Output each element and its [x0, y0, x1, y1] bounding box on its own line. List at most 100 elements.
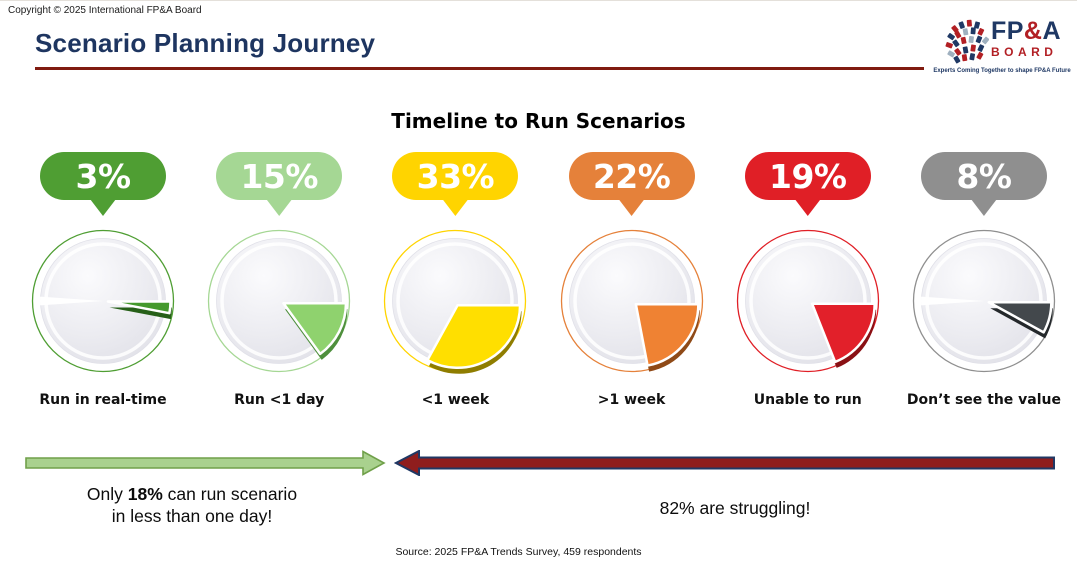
logo-globe-tile — [970, 27, 976, 35]
gauge-plate-highlight — [220, 242, 338, 360]
green-right-arrow-shape — [25, 450, 386, 476]
gauge-outline-ring — [912, 229, 1056, 373]
callout-tail — [266, 199, 293, 216]
logo-globe-tile — [951, 25, 959, 33]
callout-value: 19% — [769, 156, 847, 196]
callout-bubble: 15% — [216, 152, 343, 200]
gauge-wedge — [634, 302, 700, 367]
callout-tail — [794, 199, 821, 216]
logo-globe-tile — [975, 35, 983, 44]
copyright-text: Copyright © 2025 International FP&A Boar… — [8, 5, 202, 16]
gauge-wedge-group — [426, 304, 522, 374]
logo-globe-tile — [966, 19, 972, 27]
gauge-wedge-group — [987, 300, 1053, 339]
logo-globe-tile — [962, 46, 969, 54]
gauge-unable-to-run: 19% Unable to run — [725, 152, 891, 408]
logo-globe-tile — [952, 39, 960, 48]
gauge-run-in-real-time: 3% Run in real-time — [20, 152, 186, 408]
logo-globe-tile — [970, 44, 976, 52]
pie-gauge-run-1-day — [208, 229, 351, 373]
fpa-board-logo-globe-icon — [945, 19, 989, 64]
gauge-outline-ring — [31, 229, 175, 373]
gauge-label: Run in real-time — [39, 392, 167, 408]
note-left-bold: 18% — [127, 484, 163, 504]
gauge-wedge-group — [634, 302, 700, 372]
gauge-plate-highlight — [572, 242, 691, 360]
fpa-board-logo: FP&A BOARD Experts Coming Together to sh… — [933, 12, 1071, 75]
gauge-outline-ring — [560, 229, 703, 373]
logo-globe-tile — [977, 28, 985, 36]
gauge-wedge — [987, 300, 1053, 334]
logo-globe-tile — [947, 33, 955, 41]
gauge-wedge — [426, 304, 522, 370]
callout-value: 22% — [592, 156, 671, 196]
callout-tail — [90, 199, 116, 216]
source-line: Source: 2025 FP&A Trends Survey, 459 res… — [395, 546, 642, 558]
gauge-run-1-day: 15% Run <1 day — [196, 152, 362, 408]
logo-texts: FP&A BOARD — [990, 19, 1061, 60]
logo-globe-tile — [973, 21, 980, 29]
gauge-outline-ring — [208, 229, 351, 373]
gauges-row: 3% Run in real-time 15% Run <1 day 33% <1 wee… — [20, 152, 1067, 408]
pie-gauge-1-week — [560, 229, 703, 373]
note-left-line2: in less than one day! — [111, 506, 273, 527]
callout-tail — [618, 199, 645, 216]
logo-tagline: Experts Coming Together to shape FP&A Fu… — [933, 68, 1071, 74]
logo-row: FP&A BOARD — [943, 12, 1061, 66]
callout-value: 3% — [75, 156, 131, 196]
logo-globe-tile — [981, 36, 989, 45]
pie-gauge-don-t-see-the-value — [912, 229, 1056, 373]
gauge-seam-cut — [39, 296, 103, 306]
note-left-post: can run scenario — [162, 484, 298, 504]
logo-globe-tile — [977, 44, 985, 52]
gauge-wedge-group — [810, 302, 876, 368]
callout-tail — [970, 199, 997, 216]
logo-globe-tile — [945, 42, 953, 49]
gauge-wedge-group — [282, 302, 348, 360]
pie-gauge-run-in-real-time — [31, 229, 175, 373]
gauge-wedge — [282, 302, 348, 356]
note-left: Only 18% can run scenario in less than o… — [32, 483, 352, 527]
gauge-wedge-group — [106, 300, 172, 320]
logo-globe-tile — [954, 30, 962, 39]
gauge-wedge — [810, 302, 876, 364]
gauge-1-week: 33% <1 week — [372, 152, 538, 408]
logo-globe-tile — [953, 55, 961, 64]
callout-bubble: 33% — [392, 152, 519, 200]
callout-bubble: 8% — [920, 152, 1047, 200]
logo-globe-tile — [954, 48, 962, 56]
gauge-seam-cut — [920, 296, 984, 306]
gauge-wedge — [106, 300, 172, 315]
gauge-don-t-see-the-value: 8% Don’t see the value — [901, 152, 1067, 408]
gauge-1-week: 22% >1 week — [549, 152, 715, 408]
logo-globe-tile — [958, 21, 965, 29]
note-left-pre: Only — [86, 484, 128, 504]
callout-bubble: 22% — [568, 152, 695, 200]
red-left-arrow-shape — [394, 450, 1055, 476]
gauge-label: Don’t see the value — [906, 392, 1062, 408]
logo-wordmark: FP&A — [991, 19, 1061, 44]
gauge-plate-highlight — [749, 242, 867, 360]
gauge-label: Run <1 day — [234, 392, 325, 408]
logo-amp: & — [1023, 17, 1043, 45]
callout-bubble: 3% — [40, 152, 166, 200]
note-right: 82% are struggling! — [659, 498, 811, 518]
logo-globe-tile — [962, 28, 969, 36]
gauge-label: <1 week — [421, 392, 490, 408]
callout-bubble: 19% — [744, 152, 871, 200]
logo-globe-tile — [976, 51, 984, 60]
logo-globe-tile — [947, 50, 955, 58]
logo-globe-tile — [969, 53, 976, 61]
logo-a: A — [1042, 17, 1062, 45]
logo-board: BOARD — [990, 45, 1058, 59]
pie-gauge-1-week — [384, 229, 527, 374]
pie-gauge-unable-to-run — [736, 229, 879, 373]
title-underline — [35, 67, 924, 70]
chart-title: Timeline to Run Scenarios — [391, 109, 686, 133]
logo-globe-tile — [960, 36, 967, 45]
callout-value: 8% — [956, 156, 1012, 196]
gauge-outline-ring — [736, 229, 879, 373]
green-right-arrow — [25, 450, 386, 476]
callout-value: 15% — [240, 156, 318, 196]
